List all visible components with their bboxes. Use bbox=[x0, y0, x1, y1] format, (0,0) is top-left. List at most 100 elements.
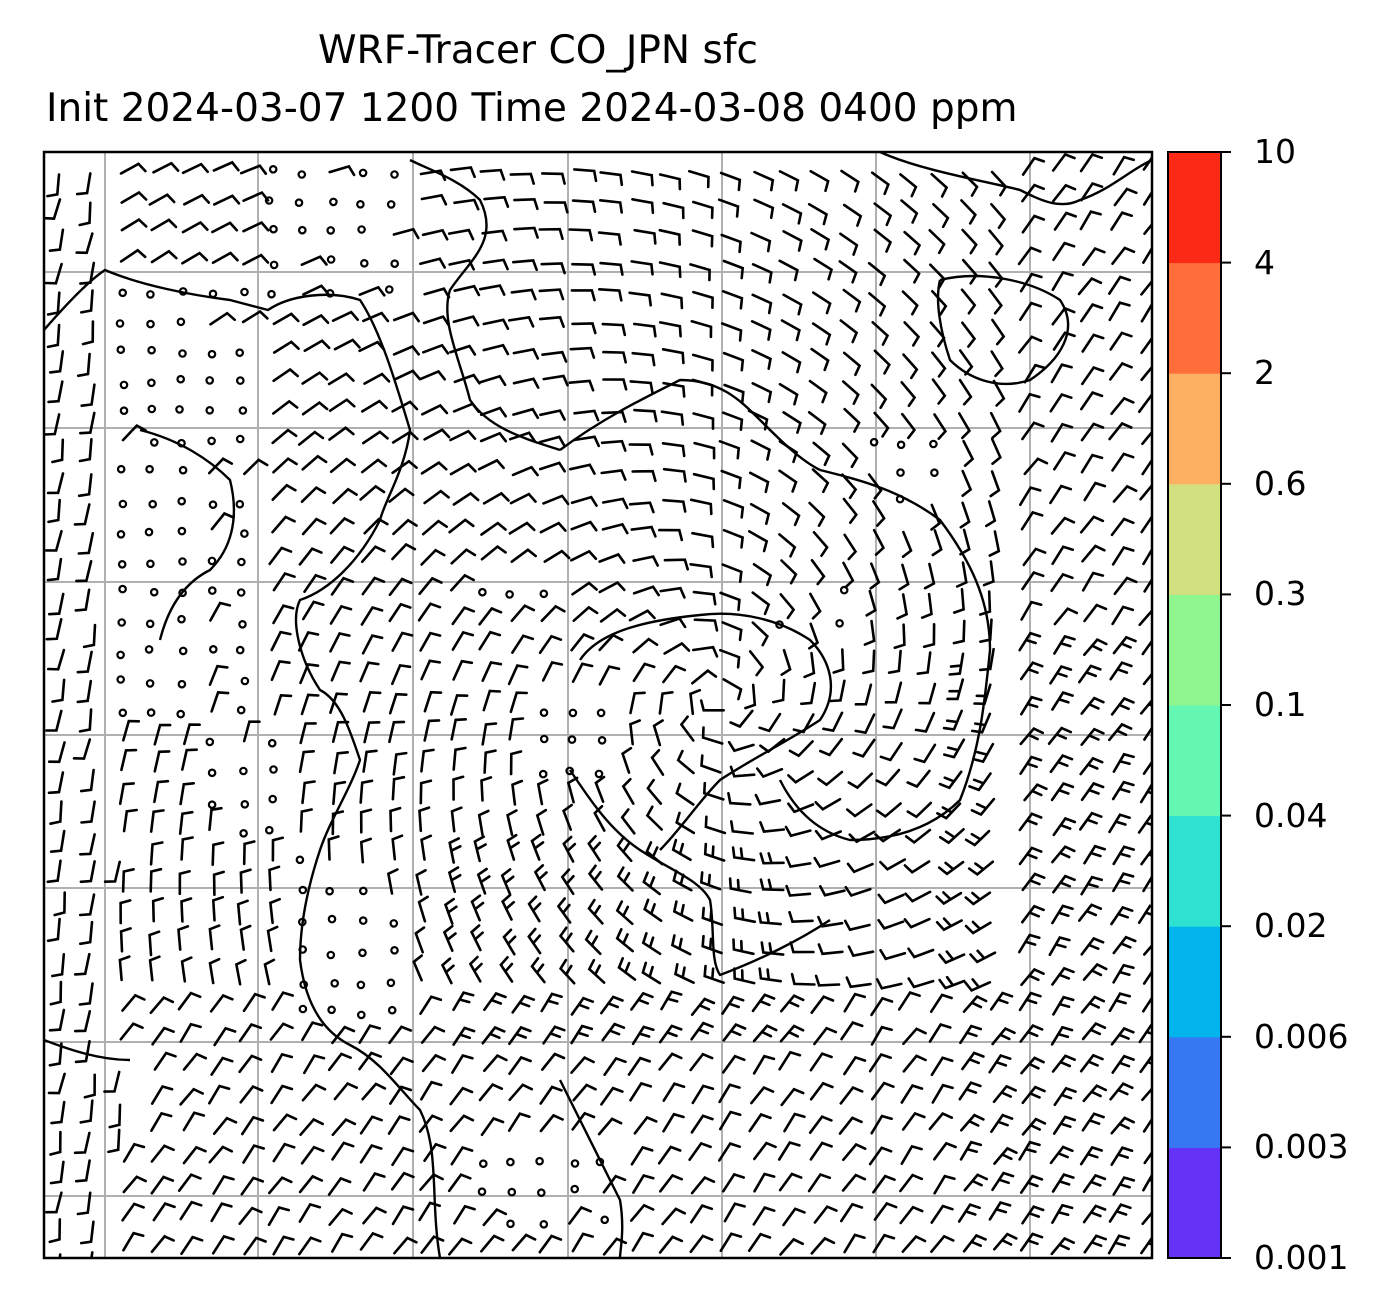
wind-barb bbox=[538, 634, 563, 655]
wind-barb bbox=[82, 623, 97, 649]
wind-barb bbox=[689, 563, 713, 579]
wind-barb bbox=[268, 897, 281, 925]
wind-barb bbox=[181, 220, 209, 234]
wind-barb bbox=[633, 408, 658, 423]
wind-barb bbox=[420, 193, 448, 206]
wind-barb bbox=[543, 549, 571, 563]
wind-barb bbox=[1019, 1232, 1044, 1252]
wind-barb bbox=[1143, 943, 1152, 956]
calm-wind-marker bbox=[178, 588, 187, 598]
wind-barb bbox=[298, 1236, 322, 1256]
wind-barb bbox=[872, 528, 886, 556]
wind-barb bbox=[268, 865, 281, 892]
wind-barb bbox=[508, 431, 536, 443]
calm-wind-marker bbox=[389, 919, 399, 928]
wind-barb bbox=[180, 836, 194, 861]
wind-barb bbox=[1108, 813, 1131, 834]
wind-barb bbox=[363, 721, 381, 744]
wind-barb bbox=[180, 956, 193, 983]
wind-barb bbox=[183, 723, 201, 746]
wind-barb bbox=[751, 263, 773, 284]
calm-wind-marker bbox=[269, 224, 278, 234]
wind-barb bbox=[809, 1081, 834, 1101]
wind-barb bbox=[539, 1113, 564, 1133]
wind-barb bbox=[468, 955, 483, 983]
wind-barb bbox=[760, 941, 785, 956]
wind-barb bbox=[817, 770, 844, 787]
wind-barb bbox=[361, 399, 388, 413]
wind-barb bbox=[879, 742, 903, 762]
wind-barb bbox=[153, 1051, 177, 1071]
wind-barb bbox=[420, 1025, 446, 1044]
wind-barb bbox=[359, 661, 380, 683]
wind-barb bbox=[778, 469, 798, 493]
calm-wind-marker bbox=[146, 290, 155, 299]
wind-barb bbox=[691, 531, 715, 549]
wind-barb bbox=[729, 709, 754, 729]
wind-barb bbox=[780, 559, 798, 585]
wind-barb bbox=[48, 1218, 62, 1244]
wind-barb bbox=[789, 941, 815, 954]
wind-barb bbox=[179, 1087, 204, 1106]
wind-barb bbox=[266, 925, 279, 953]
wind-barb bbox=[238, 1022, 263, 1043]
wind-barb bbox=[236, 899, 249, 926]
wind-barb bbox=[985, 500, 997, 528]
wind-barb bbox=[1142, 547, 1152, 566]
calm-wind-marker bbox=[299, 980, 309, 989]
wind-barb bbox=[46, 173, 61, 198]
wind-barb bbox=[1019, 272, 1043, 293]
calm-wind-marker bbox=[567, 735, 577, 744]
wind-barb bbox=[759, 878, 785, 892]
wind-barb bbox=[509, 750, 523, 776]
wind-barb bbox=[722, 259, 745, 280]
wind-barb bbox=[785, 884, 812, 897]
wind-barb bbox=[508, 1025, 532, 1046]
wind-barb bbox=[511, 1233, 537, 1252]
wind-barb bbox=[329, 604, 353, 625]
wind-barb bbox=[632, 322, 657, 338]
wind-barb bbox=[733, 906, 757, 924]
wind-barb bbox=[417, 895, 429, 923]
calm-wind-marker bbox=[145, 464, 154, 474]
calm-wind-marker bbox=[478, 1159, 488, 1169]
wind-barb bbox=[1140, 302, 1152, 323]
wind-barb bbox=[863, 619, 876, 646]
calm-wind-marker bbox=[118, 584, 127, 594]
wind-barb bbox=[449, 166, 476, 179]
wind-barb bbox=[208, 1084, 231, 1105]
wind-barb bbox=[841, 380, 860, 405]
calm-wind-marker bbox=[295, 855, 305, 865]
wind-barb bbox=[477, 809, 490, 837]
wind-barb bbox=[150, 218, 178, 232]
wind-barb bbox=[841, 473, 858, 500]
calm-wind-marker bbox=[595, 1157, 605, 1167]
wind-barb bbox=[1109, 331, 1133, 351]
wind-barb bbox=[392, 311, 420, 323]
wind-barb bbox=[391, 775, 406, 801]
calm-wind-marker bbox=[478, 587, 487, 597]
wind-barb bbox=[958, 378, 973, 406]
wind-barb bbox=[420, 460, 448, 475]
wind-barb bbox=[671, 838, 692, 862]
wind-barb bbox=[107, 1128, 121, 1154]
wind-barb bbox=[906, 769, 931, 789]
wind-barb bbox=[270, 1052, 294, 1073]
wind-barb bbox=[298, 750, 315, 774]
wind-barb bbox=[47, 1072, 66, 1095]
wind-barb bbox=[752, 1024, 778, 1043]
wind-barb bbox=[1052, 1115, 1076, 1135]
calm-wind-marker bbox=[539, 708, 549, 718]
wind-barb bbox=[49, 829, 66, 853]
wind-barb bbox=[302, 313, 330, 327]
wind-barb bbox=[1078, 664, 1102, 684]
wind-barb bbox=[207, 457, 234, 475]
calm-wind-marker bbox=[178, 287, 188, 296]
wind-barb bbox=[1018, 335, 1043, 354]
wind-barb bbox=[841, 1173, 867, 1192]
colorbar-tick-label: 0.006 bbox=[1254, 1016, 1349, 1056]
wind-barb bbox=[122, 719, 141, 742]
calm-wind-marker bbox=[387, 1005, 397, 1015]
wind-barb bbox=[78, 438, 93, 463]
wind-barb bbox=[392, 751, 408, 776]
